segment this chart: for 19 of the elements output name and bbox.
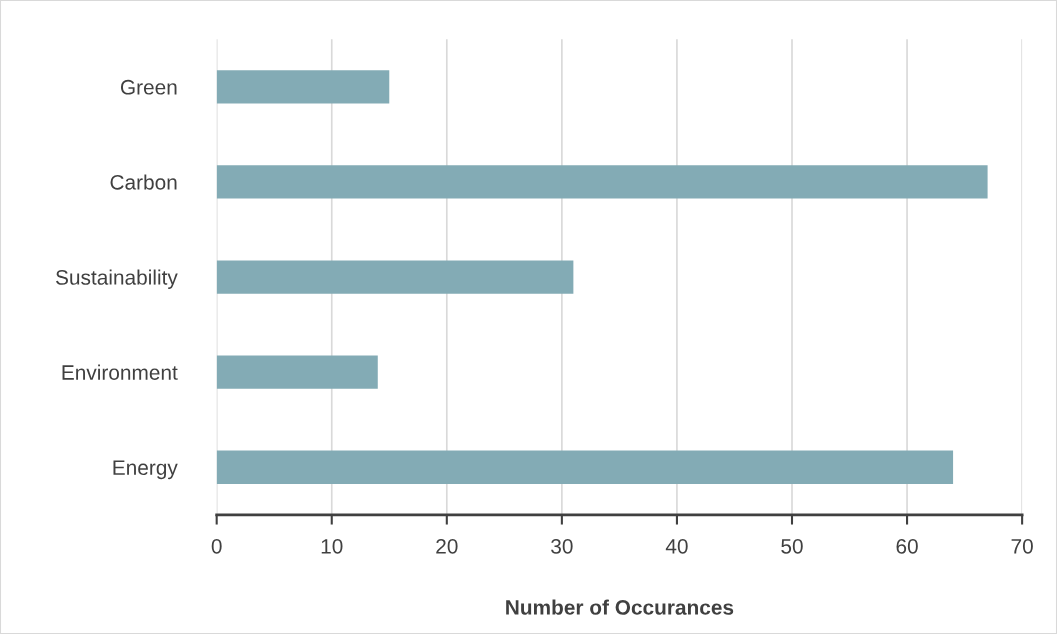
y-tick-label: Carbon — [110, 174, 177, 190]
x-axis-title: Number of Occurances — [506, 599, 734, 615]
y-tick-label: Energy — [113, 460, 178, 480]
bar — [216, 70, 390, 104]
x-tick-label: 20 — [436, 538, 458, 554]
x-tick-label: 70 — [1011, 538, 1033, 554]
x-tick-label: 40 — [665, 538, 688, 554]
x-tick-label: 60 — [896, 538, 918, 554]
bar — [216, 355, 378, 389]
bar — [216, 165, 988, 199]
y-tick-label: Green — [120, 79, 177, 95]
bar — [216, 260, 574, 294]
y-tick-label: Sustainability — [56, 269, 178, 289]
y-tick-label: Environment — [62, 364, 178, 380]
x-tick-label: 50 — [781, 538, 803, 554]
x-tick-label: 0 — [211, 538, 222, 554]
x-tick-label: 30 — [551, 538, 573, 554]
x-tick-label: 10 — [321, 538, 343, 554]
bar — [216, 450, 954, 484]
